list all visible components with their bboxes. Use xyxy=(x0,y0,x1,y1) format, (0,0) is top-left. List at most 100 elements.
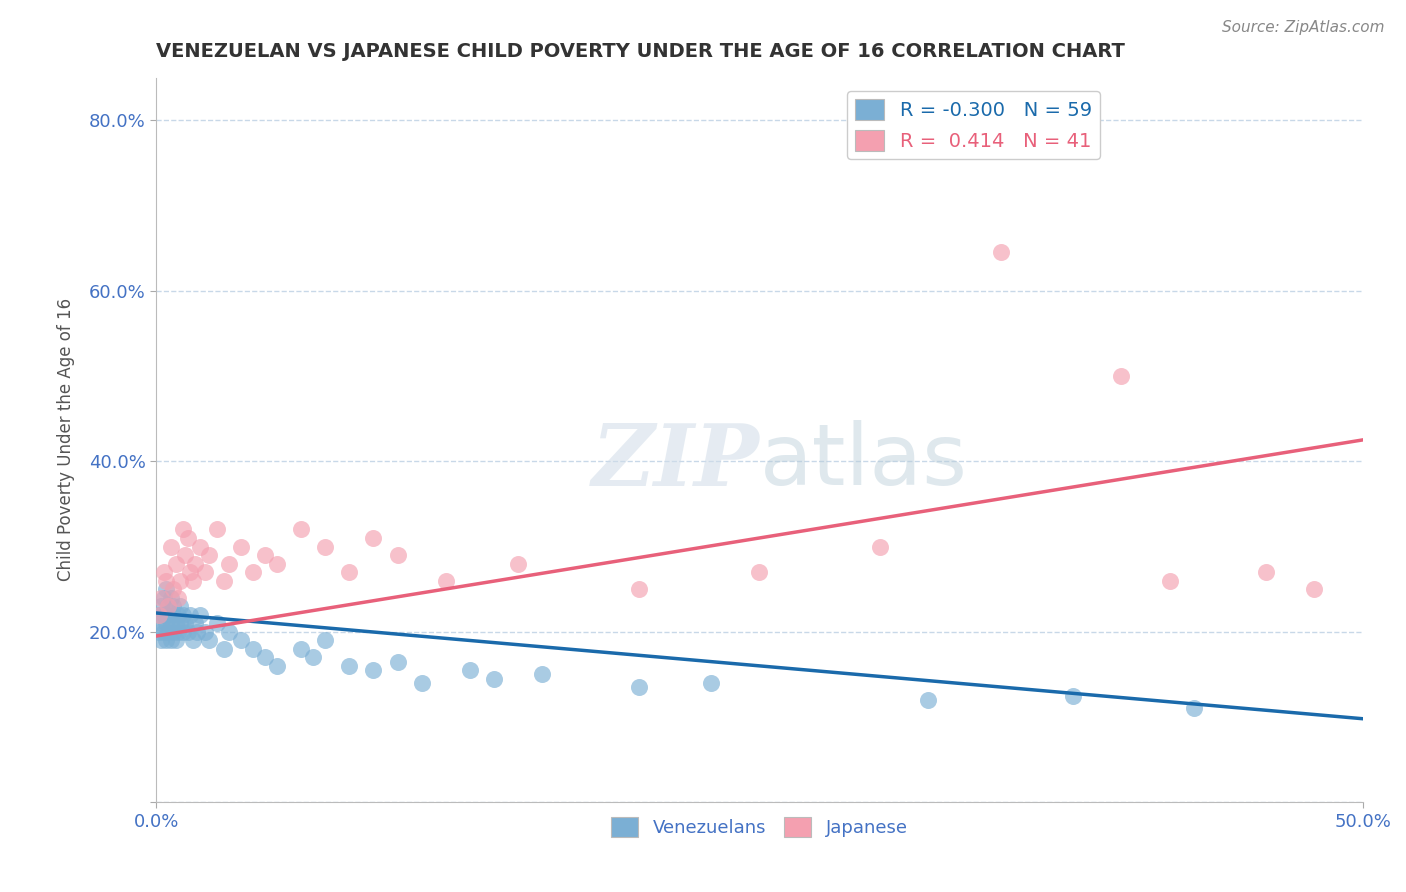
Point xyxy=(152,624,174,639)
Point xyxy=(314,540,336,554)
Point xyxy=(184,616,207,631)
Point xyxy=(174,616,197,631)
Point xyxy=(266,658,288,673)
Point xyxy=(198,633,221,648)
Point xyxy=(212,641,235,656)
Point xyxy=(152,591,174,605)
Point xyxy=(363,663,385,677)
Point xyxy=(188,607,211,622)
Text: ZIP: ZIP xyxy=(592,420,759,503)
Point xyxy=(198,548,221,562)
Point xyxy=(627,680,650,694)
Point xyxy=(155,633,177,648)
Point xyxy=(174,548,197,562)
Point xyxy=(155,582,177,596)
Point xyxy=(1111,369,1133,384)
Point xyxy=(152,607,174,622)
Point xyxy=(205,616,228,631)
Point xyxy=(242,565,264,579)
Point xyxy=(172,523,194,537)
Point xyxy=(179,607,201,622)
Point xyxy=(162,624,184,639)
Point xyxy=(917,693,939,707)
Y-axis label: Child Poverty Under the Age of 16: Child Poverty Under the Age of 16 xyxy=(58,298,75,582)
Point xyxy=(1159,574,1181,588)
Point xyxy=(162,582,184,596)
Point xyxy=(172,624,194,639)
Point xyxy=(302,650,325,665)
Point xyxy=(218,624,240,639)
Point xyxy=(155,616,177,631)
Text: atlas: atlas xyxy=(759,420,967,503)
Point xyxy=(229,633,252,648)
Legend: Venezuelans, Japanese: Venezuelans, Japanese xyxy=(605,810,915,844)
Point xyxy=(172,607,194,622)
Point xyxy=(148,607,170,622)
Point xyxy=(157,624,180,639)
Point xyxy=(165,557,187,571)
Point xyxy=(363,531,385,545)
Point xyxy=(181,633,204,648)
Point xyxy=(1062,689,1084,703)
Point xyxy=(194,565,217,579)
Point xyxy=(169,616,191,631)
Point xyxy=(165,633,187,648)
Point xyxy=(186,624,208,639)
Point xyxy=(160,540,183,554)
Point xyxy=(167,624,190,639)
Point xyxy=(150,633,173,648)
Point xyxy=(177,531,200,545)
Point xyxy=(169,599,191,614)
Point xyxy=(167,591,190,605)
Point xyxy=(162,607,184,622)
Point xyxy=(434,574,457,588)
Point xyxy=(148,607,170,622)
Point xyxy=(165,616,187,631)
Point xyxy=(150,616,173,631)
Point xyxy=(990,245,1012,260)
Point xyxy=(177,624,200,639)
Point xyxy=(179,565,201,579)
Point xyxy=(508,557,530,571)
Point xyxy=(148,624,170,639)
Point xyxy=(337,658,360,673)
Point xyxy=(700,676,723,690)
Point xyxy=(157,599,180,614)
Point xyxy=(152,565,174,579)
Point xyxy=(411,676,433,690)
Point xyxy=(150,599,173,614)
Point xyxy=(218,557,240,571)
Point xyxy=(167,607,190,622)
Point xyxy=(157,599,180,614)
Point xyxy=(188,540,211,554)
Point xyxy=(212,574,235,588)
Point xyxy=(253,650,276,665)
Point xyxy=(155,574,177,588)
Point xyxy=(748,565,770,579)
Point xyxy=(627,582,650,596)
Point xyxy=(169,574,191,588)
Point xyxy=(242,641,264,656)
Point xyxy=(290,641,312,656)
Point xyxy=(387,548,409,562)
Point xyxy=(1303,582,1326,596)
Point xyxy=(160,616,183,631)
Point xyxy=(869,540,891,554)
Point xyxy=(290,523,312,537)
Point xyxy=(160,633,183,648)
Point xyxy=(1254,565,1277,579)
Point xyxy=(229,540,252,554)
Point xyxy=(150,591,173,605)
Text: Source: ZipAtlas.com: Source: ZipAtlas.com xyxy=(1222,20,1385,35)
Point xyxy=(1182,701,1205,715)
Point xyxy=(253,548,276,562)
Point xyxy=(266,557,288,571)
Point xyxy=(482,672,505,686)
Point xyxy=(194,624,217,639)
Point xyxy=(181,574,204,588)
Point xyxy=(205,523,228,537)
Point xyxy=(157,607,180,622)
Text: VENEZUELAN VS JAPANESE CHILD POVERTY UNDER THE AGE OF 16 CORRELATION CHART: VENEZUELAN VS JAPANESE CHILD POVERTY UND… xyxy=(156,42,1125,61)
Point xyxy=(184,557,207,571)
Point xyxy=(337,565,360,579)
